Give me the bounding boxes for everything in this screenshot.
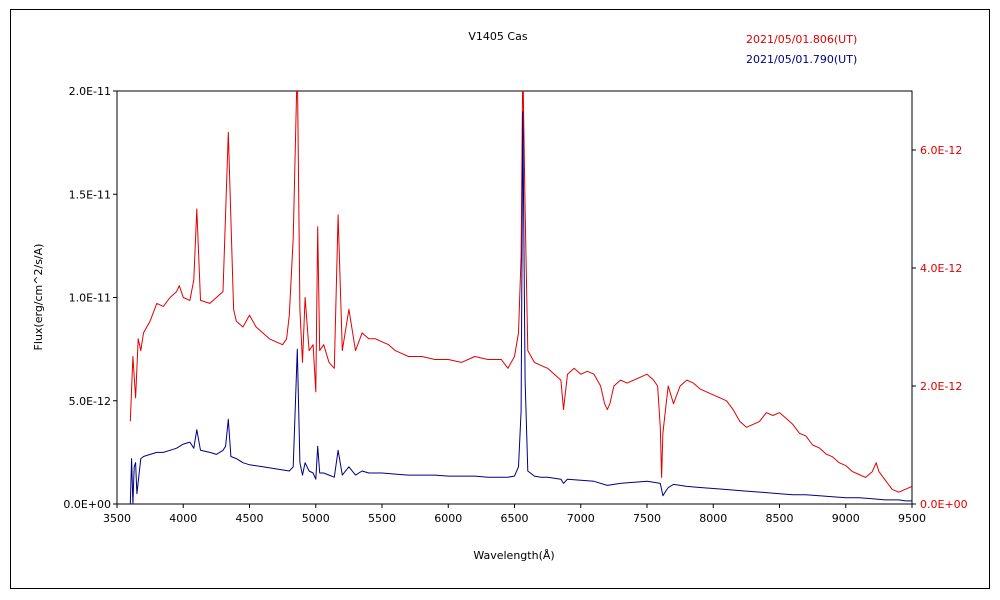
x-tick-label: 3500: [103, 512, 131, 525]
plot-area: [116, 90, 913, 505]
y-left-tick-label: 1.5E-11: [69, 188, 111, 201]
x-tick-label: 4500: [236, 512, 264, 525]
x-tick-label: 4000: [169, 512, 197, 525]
x-tick-label: 7000: [567, 512, 595, 525]
y-right-tick-label: 4.0E-12: [920, 262, 962, 275]
legend-entry-series-1: 2021/05/01.806(UT): [746, 33, 857, 46]
y-left-tick-label: 1.0E-11: [69, 292, 111, 305]
x-tick-label: 7500: [633, 512, 661, 525]
x-tick-label: 5500: [368, 512, 396, 525]
x-tick-label: 9000: [832, 512, 860, 525]
y-left-tick-label: 5.0E-12: [69, 395, 111, 408]
x-tick-label: 6500: [501, 512, 529, 525]
y-axis-label: Flux(erg/cm^2/s/A): [32, 244, 45, 351]
x-tick-label: 8000: [699, 512, 727, 525]
x-tick-label: 8500: [766, 512, 794, 525]
chart-frame: [10, 9, 990, 589]
chart-title: V1405 Cas: [468, 30, 527, 43]
x-tick-label: 5000: [302, 512, 330, 525]
y-right-tick-label: 0.0E+00: [920, 498, 968, 511]
series-line-2: [129, 111, 912, 504]
y-left-tick-label: 2.0E-11: [69, 85, 111, 98]
x-axis-label: Wavelength(Å): [473, 549, 554, 562]
y-left-tick-label: 0.0E+00: [63, 498, 111, 511]
series-line-1: [129, 91, 912, 493]
x-tick-label: 9500: [898, 512, 926, 525]
legend-entry-series-2: 2021/05/01.790(UT): [746, 53, 857, 66]
x-tick-label: 6000: [434, 512, 462, 525]
y-right-tick-label: 2.0E-12: [920, 380, 962, 393]
y-right-tick-label: 6.0E-12: [920, 144, 962, 157]
